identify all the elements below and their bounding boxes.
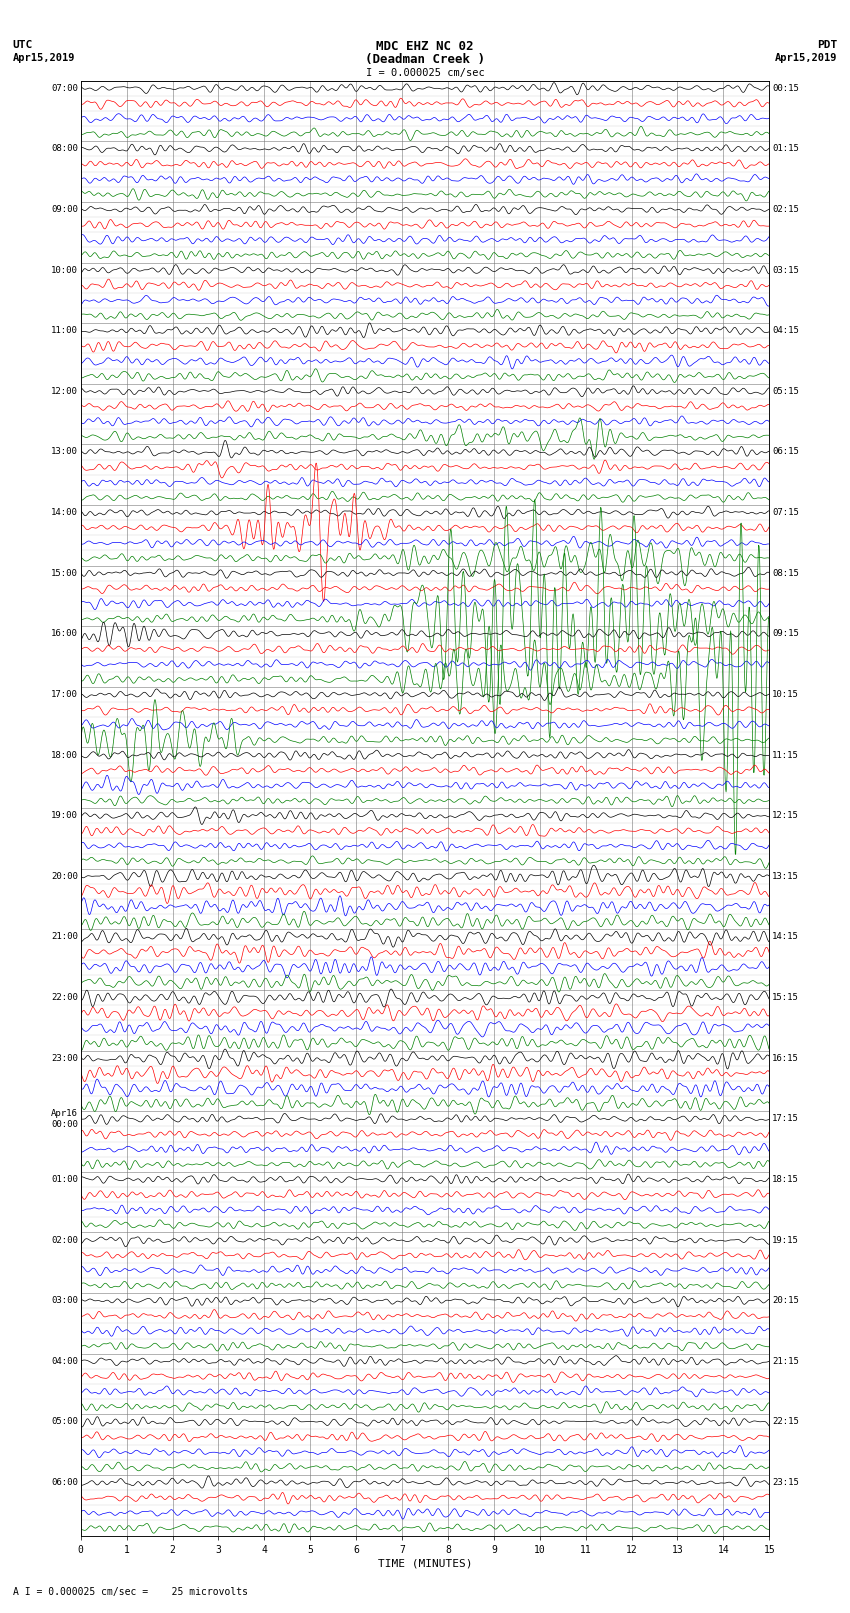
Text: (Deadman Creek ): (Deadman Creek ) bbox=[365, 53, 485, 66]
Text: MDC EHZ NC 02: MDC EHZ NC 02 bbox=[377, 40, 473, 53]
Text: A I = 0.000025 cm/sec =    25 microvolts: A I = 0.000025 cm/sec = 25 microvolts bbox=[13, 1587, 247, 1597]
Text: PDT: PDT bbox=[817, 40, 837, 50]
X-axis label: TIME (MINUTES): TIME (MINUTES) bbox=[377, 1558, 473, 1569]
Text: Apr15,2019: Apr15,2019 bbox=[13, 53, 76, 63]
Text: Apr15,2019: Apr15,2019 bbox=[774, 53, 837, 63]
Text: UTC: UTC bbox=[13, 40, 33, 50]
Text: I = 0.000025 cm/sec: I = 0.000025 cm/sec bbox=[366, 68, 484, 77]
